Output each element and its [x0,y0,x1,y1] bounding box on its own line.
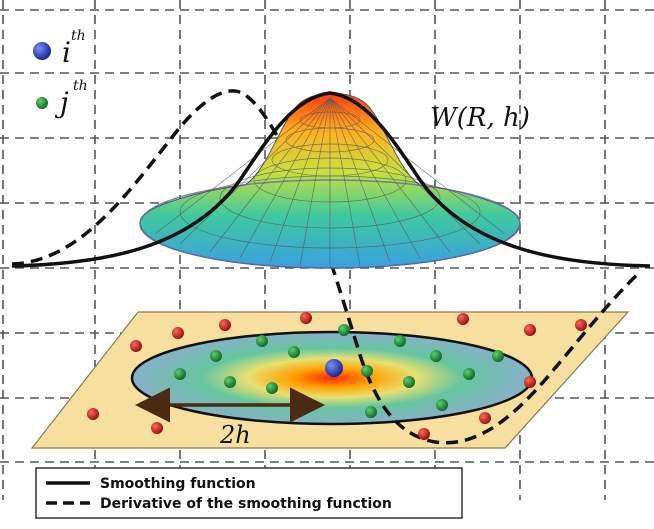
radius-label: 2h [219,421,251,449]
j-particle [365,406,377,418]
j-particle [224,376,236,388]
j-particle [288,346,300,358]
j-particle [210,350,222,362]
dashed-legend-label: Derivative of the smoothing function [100,496,392,512]
i-legend-icon [33,42,51,60]
line-legend: Smoothing function Derivative of the smo… [36,468,462,518]
j-particle [338,324,350,336]
outer-particle [130,340,142,352]
outer-particle [524,324,536,336]
j-particle [174,368,186,380]
j-legend-sup: th [73,78,88,94]
outer-particle [300,312,312,324]
i-legend-sup: th [71,28,86,44]
j-particle [256,335,268,347]
solid-legend-label: Smoothing function [100,476,256,492]
j-legend-label: j [54,86,69,119]
outer-particle [219,319,231,331]
function-label: W(R, h) [430,103,530,133]
j-particle [430,350,442,362]
outer-particle [151,422,163,434]
outer-particle [418,428,430,440]
outer-particle [575,319,587,331]
j-particle [463,368,475,380]
j-particle [394,335,406,347]
j-particle [266,382,278,394]
j-particle [492,350,504,362]
outer-particle [87,408,99,420]
j-particle [436,399,448,411]
j-particle [361,365,373,377]
i-legend-label: i [62,36,71,69]
outer-particle [457,313,469,325]
outer-particle [524,376,536,388]
j-legend-icon [36,97,48,109]
i-particle [325,359,343,377]
outer-particle [172,327,184,339]
outer-particle [479,412,491,424]
j-particle [403,376,415,388]
